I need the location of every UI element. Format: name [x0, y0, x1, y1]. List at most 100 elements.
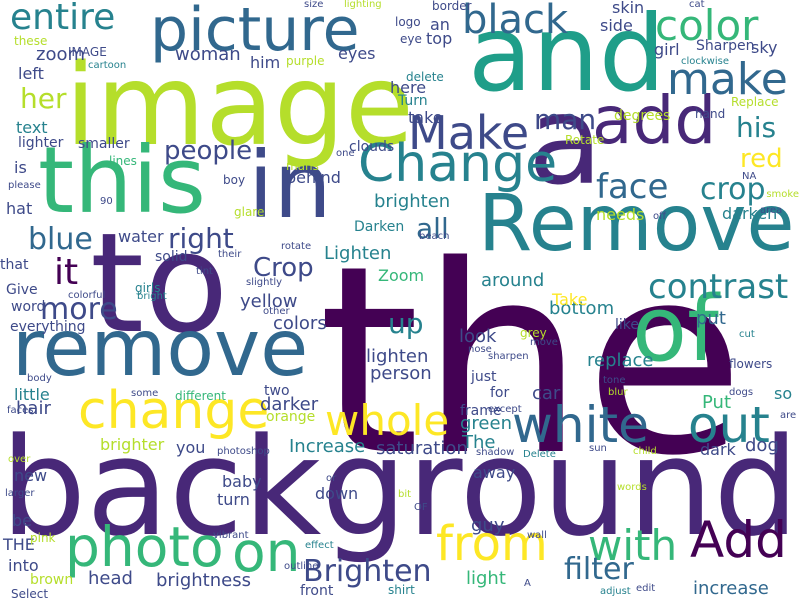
cloud-word: behind: [286, 168, 341, 187]
cloud-word: shirt: [388, 583, 415, 597]
cloud-word: lighting: [344, 0, 382, 10]
cloud-word: Increase: [289, 436, 366, 457]
cloud-word: zoom: [36, 44, 86, 65]
cloud-word: a: [528, 70, 603, 212]
cloud-word: lighter: [18, 135, 64, 151]
cloud-word: beach: [419, 231, 450, 242]
cloud-word: flowers: [729, 357, 773, 371]
cloud-word: hand: [695, 107, 726, 121]
cloud-word: vibrant: [213, 530, 249, 541]
cloud-word: skin: [612, 0, 645, 17]
cloud-word: all: [416, 212, 449, 245]
cloud-word: some: [131, 388, 159, 399]
cloud-word: area: [760, 205, 783, 216]
cloud-word: lines: [109, 154, 137, 168]
cloud-word: A: [524, 578, 531, 589]
cloud-word: everything: [10, 319, 86, 335]
cloud-word: colorful: [68, 290, 106, 301]
cloud-word: the: [318, 211, 745, 513]
cloud-word: boy: [223, 173, 246, 187]
cloud-word: The: [462, 432, 496, 453]
cloud-word: girl: [654, 40, 680, 59]
cloud-word: Zoom: [378, 266, 425, 285]
cloud-word: just: [471, 369, 497, 385]
cloud-word: and: [468, 0, 666, 115]
cloud-word: color: [655, 1, 759, 50]
cloud-word: down: [315, 484, 359, 503]
cloud-word: text: [16, 118, 48, 137]
cloud-word: size: [304, 0, 324, 10]
cloud-word: her: [20, 82, 67, 115]
cloud-word: for: [490, 385, 510, 401]
cloud-word: whole: [325, 396, 450, 445]
cloud-word: needs: [596, 205, 645, 224]
cloud-word: larger: [5, 488, 35, 499]
cloud-word: dog: [745, 435, 779, 456]
cloud-word: brighter: [100, 435, 165, 454]
cloud-word: Turn: [398, 93, 428, 109]
cloud-word: up: [388, 307, 424, 340]
cloud-word: look: [459, 326, 497, 347]
cloud-word: edit: [636, 583, 656, 594]
cloud-word: out: [688, 396, 770, 454]
cloud-word: photoshop: [217, 446, 270, 457]
cloud-word: white: [512, 396, 649, 454]
cloud-word: more: [40, 292, 118, 327]
cloud-word: dark: [700, 440, 736, 459]
cloud-word: 90: [100, 196, 113, 207]
cloud-word: sharpen: [488, 351, 529, 362]
cloud-word: guy: [471, 515, 505, 536]
cloud-word: car: [532, 383, 561, 404]
cloud-word: smoke: [766, 189, 799, 200]
cloud-word: tone: [603, 375, 626, 386]
cloud-word: lighten: [366, 346, 429, 367]
cloud-word: put: [696, 308, 726, 329]
cloud-word: IMAGE: [68, 45, 107, 59]
cloud-word: water: [118, 227, 164, 246]
cloud-word: hair: [16, 398, 51, 419]
cloud-word: sky: [751, 38, 778, 57]
cloud-word: head: [88, 568, 133, 589]
cloud-word: this: [38, 127, 206, 234]
cloud-word: outline: [284, 561, 319, 572]
cloud-word: cartoon: [88, 60, 127, 71]
cloud-word: cat: [689, 0, 705, 10]
cloud-word: frame: [460, 403, 502, 419]
cloud-word: delete: [406, 70, 444, 84]
cloud-word: in: [248, 132, 332, 239]
cloud-word: cut: [739, 329, 755, 340]
cloud-word: like: [615, 317, 640, 333]
cloud-word: grey: [520, 326, 547, 340]
cloud-word: take: [408, 108, 443, 127]
cloud-word: Select: [11, 587, 49, 600]
cloud-word: or: [326, 473, 337, 484]
cloud-word: bottom: [549, 298, 615, 319]
cloud-word: orange: [266, 409, 316, 425]
cloud-word: their: [218, 249, 242, 260]
cloud-word: little: [14, 385, 50, 404]
cloud-word: slightly: [246, 277, 283, 288]
cloud-word: rotate: [281, 241, 312, 252]
cloud-word: Crop: [253, 253, 314, 283]
cloud-word: baby: [222, 472, 262, 491]
cloud-word: Give: [6, 282, 38, 298]
cloud-word: one: [336, 148, 355, 159]
cloud-word: different: [175, 389, 226, 403]
cloud-word: replace: [587, 350, 654, 371]
cloud-word: bit: [398, 489, 412, 500]
cloud-word: that: [0, 257, 29, 273]
cloud-word: crop: [700, 172, 766, 207]
cloud-word: saturation: [376, 438, 468, 459]
cloud-word: brightness: [156, 570, 251, 591]
cloud-word: picture: [150, 0, 360, 65]
cloud-word: please: [8, 180, 41, 191]
cloud-word: filter: [564, 552, 634, 587]
cloud-word: Darken: [354, 219, 405, 235]
cloud-word: him: [250, 53, 281, 72]
cloud-word: words: [617, 482, 647, 493]
cloud-word: tint: [196, 266, 213, 277]
cloud-word: mans: [286, 159, 319, 173]
cloud-word: black: [462, 0, 569, 43]
cloud-word: to: [90, 203, 229, 364]
